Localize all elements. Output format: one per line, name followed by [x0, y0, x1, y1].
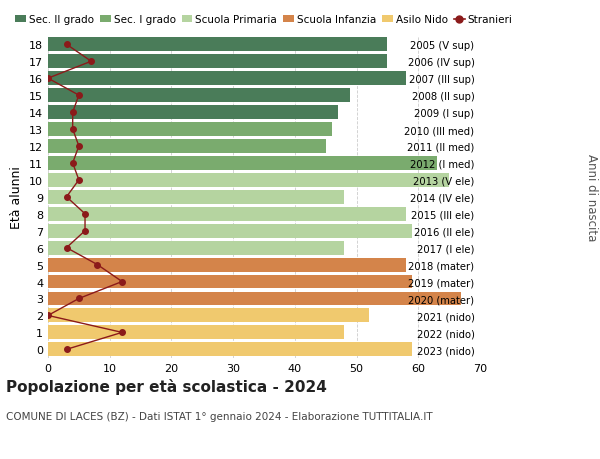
Bar [48, 123, 332, 137]
Bar [48, 190, 344, 204]
Bar [48, 55, 388, 69]
Bar [48, 292, 461, 306]
Bar [48, 140, 326, 154]
Text: Anni di nascita: Anni di nascita [584, 154, 598, 241]
Bar [48, 258, 406, 272]
Y-axis label: Età alunni: Età alunni [10, 166, 23, 229]
Bar [48, 106, 338, 120]
Bar [48, 241, 344, 255]
Bar [48, 157, 437, 170]
Bar [48, 72, 406, 86]
Legend: Sec. II grado, Sec. I grado, Scuola Primaria, Scuola Infanzia, Asilo Nido, Stran: Sec. II grado, Sec. I grado, Scuola Prim… [16, 15, 512, 25]
Bar [48, 38, 388, 52]
Bar [48, 309, 369, 323]
Text: Popolazione per età scolastica - 2024: Popolazione per età scolastica - 2024 [6, 379, 327, 395]
Text: COMUNE DI LACES (BZ) - Dati ISTAT 1° gennaio 2024 - Elaborazione TUTTITALIA.IT: COMUNE DI LACES (BZ) - Dati ISTAT 1° gen… [6, 411, 433, 421]
Bar [48, 275, 412, 289]
Bar [48, 326, 344, 340]
Bar [48, 207, 406, 221]
Bar [48, 224, 412, 238]
Bar [48, 174, 449, 187]
Bar [48, 342, 412, 357]
Bar [48, 89, 350, 103]
